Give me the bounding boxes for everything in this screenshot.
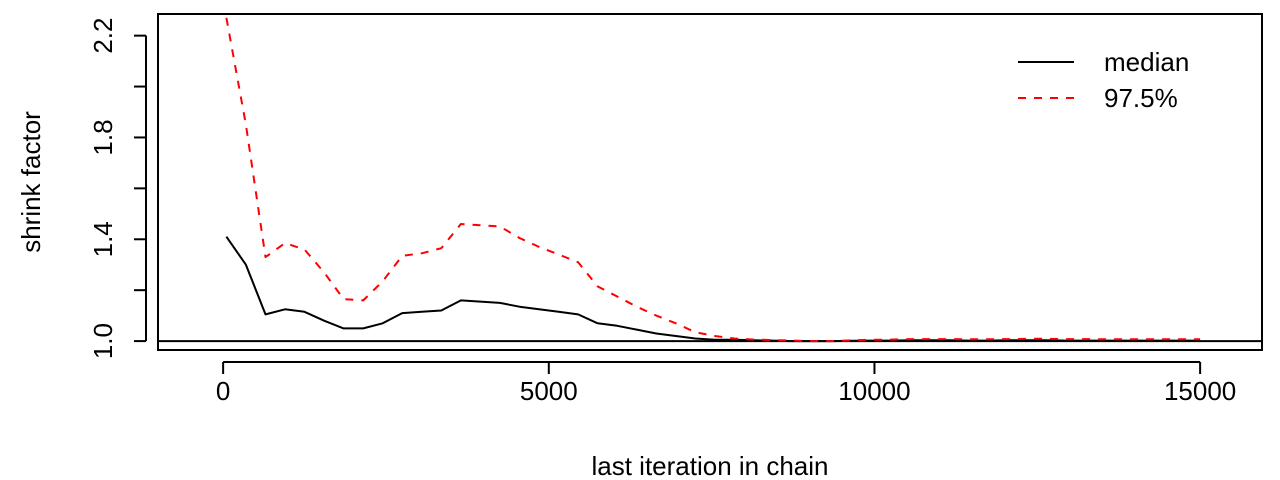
x-axis-label: last iteration in chain — [591, 451, 828, 480]
y-axis: 1.0 1.4 1.8 2.2 — [88, 18, 147, 359]
legend: median 97.5% — [1018, 47, 1189, 113]
y-tick-label: 1.8 — [88, 119, 118, 155]
y-axis-label: shrink factor — [16, 111, 46, 253]
x-tick-label: 0 — [216, 376, 230, 406]
legend-label: 97.5% — [1104, 83, 1178, 113]
x-tick-label: 15000 — [1164, 376, 1236, 406]
y-tick-label: 2.2 — [88, 18, 118, 54]
x-tick-label: 5000 — [520, 376, 578, 406]
legend-label: median — [1104, 47, 1189, 77]
y-tick-label: 1.4 — [88, 221, 118, 257]
series-layer — [225, 17, 1201, 343]
series-line-median — [225, 236, 1201, 343]
plot-frame — [157, 13, 1263, 351]
x-axis: 0 5000 10000 15000 — [216, 361, 1236, 406]
x-tick-label: 10000 — [838, 376, 910, 406]
series-line-q975 — [225, 17, 1201, 343]
y-tick-label: 1.0 — [88, 323, 118, 359]
